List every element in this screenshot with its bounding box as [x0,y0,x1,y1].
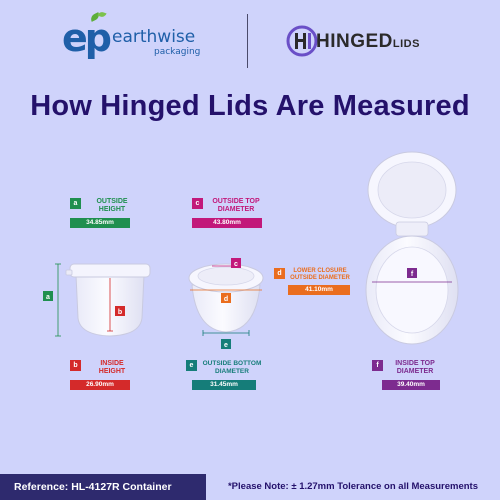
badge-a: a [70,198,81,209]
value-outside-bottom-diameter: 31.45mm [192,380,256,390]
label-lower-closure-diameter: d LOWER CLOSURE OUTSIDE DIAMETER 41.10mm [274,268,354,295]
page-title: How Hinged Lids Are Measured [30,90,470,122]
value-inside-top-diameter: 39.40mm [382,380,440,390]
hinged-lids-name: HINGEDLIDS [316,31,420,52]
label-outside-top-diameter: c OUTSIDE TOP DIAMETER 43.80mm [192,198,272,228]
header-divider [247,14,248,68]
tag-e [221,339,231,349]
hinged-lids-logo: HINGEDLIDS [286,22,436,62]
value-outside-top-diameter: 43.80mm [192,218,262,228]
svg-text:a: a [46,294,50,301]
value-outside-height: 34.85mm [70,218,130,228]
earthwise-name: earthwise [112,27,196,47]
svg-text:d: d [224,296,228,303]
badge-d: d [274,268,285,279]
earthwise-sub: packaging [154,47,201,57]
badge-c: c [192,198,203,209]
label-outside-bottom-diameter: e OUTSIDE BOTTOM DIAMETER 31.45mm [186,360,266,390]
value-inside-height: 26.90mm [70,380,130,390]
tag-a [43,291,53,301]
svg-text:f: f [411,271,414,278]
label-inside-height: b INSIDE HEIGHT 26.90mm [70,360,140,390]
label-inside-top-diameter: f INSIDE TOP DIAMETER 39.40mm [372,360,452,390]
value-lower-closure-diameter: 41.10mm [288,285,350,295]
reference-bar: Reference: HL-4127R Container [0,474,206,500]
badge-f: f [372,360,383,371]
tolerance-note: *Please Note: ± 1.27mm Tolerance on all … [227,481,479,492]
svg-text:e: e [224,342,228,349]
label-outside-height: a OUTSIDE HEIGHT 34.85mm [70,198,140,228]
earthwise-logo: ep earthwise packaging [62,10,212,68]
tag-d [221,293,231,303]
tag-c [231,258,241,268]
container-angled-view: c d e [188,258,264,349]
earthwise-mark: ep [62,16,112,60]
tag-f [407,268,417,278]
container-side-view: a b [43,263,151,337]
svg-text:b: b [118,309,122,316]
container-top-view: f [365,151,459,345]
badge-e: e [186,360,197,371]
svg-text:c: c [234,261,238,268]
tag-b [115,306,125,316]
hinged-lids-emblem-icon [286,25,318,57]
badge-b: b [70,360,81,371]
